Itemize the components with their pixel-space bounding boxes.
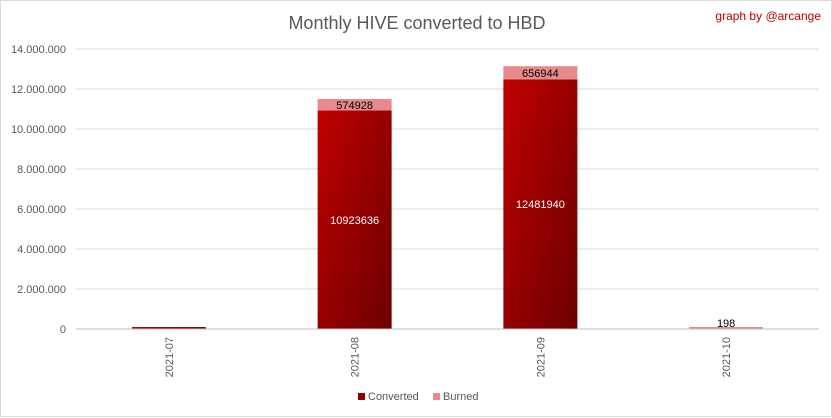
data-label: 656944 bbox=[522, 68, 559, 80]
y-tick-label: 6.000.000 bbox=[17, 204, 66, 216]
y-tick-label: 10.000.000 bbox=[11, 124, 66, 136]
x-tick-label: 2021-07 bbox=[164, 337, 176, 377]
bar-converted bbox=[503, 79, 578, 329]
legend-label: Converted bbox=[368, 391, 419, 403]
y-tick-label: 12.000.000 bbox=[11, 84, 66, 96]
bar-converted bbox=[131, 327, 206, 329]
chart-credit: graph by @arcange bbox=[715, 9, 821, 23]
data-label: 574928 bbox=[336, 100, 373, 112]
y-tick-label: 8.000.000 bbox=[17, 164, 66, 176]
data-label: 12481940 bbox=[516, 199, 565, 211]
data-label: 198 bbox=[717, 318, 735, 330]
data-label: 10923636 bbox=[330, 215, 379, 227]
y-tick-label: 2.000.000 bbox=[17, 284, 66, 296]
bar-converted bbox=[317, 110, 392, 329]
x-tick-label: 2021-09 bbox=[535, 337, 547, 377]
chart-title: Monthly HIVE converted to HBD bbox=[288, 13, 546, 33]
legend-label: Burned bbox=[443, 391, 478, 403]
x-tick-label: 2021-08 bbox=[350, 337, 362, 377]
y-tick-label: 14.000.000 bbox=[11, 44, 66, 56]
y-tick-label: 4.000.000 bbox=[17, 244, 66, 256]
bar-burned bbox=[689, 327, 764, 329]
x-tick-label: 2021-10 bbox=[721, 337, 733, 377]
legend-swatch bbox=[433, 393, 440, 400]
bar-burned bbox=[317, 99, 392, 111]
legend-swatch bbox=[358, 393, 365, 400]
bar-burned bbox=[503, 66, 578, 80]
y-tick-label: 0 bbox=[60, 324, 66, 336]
